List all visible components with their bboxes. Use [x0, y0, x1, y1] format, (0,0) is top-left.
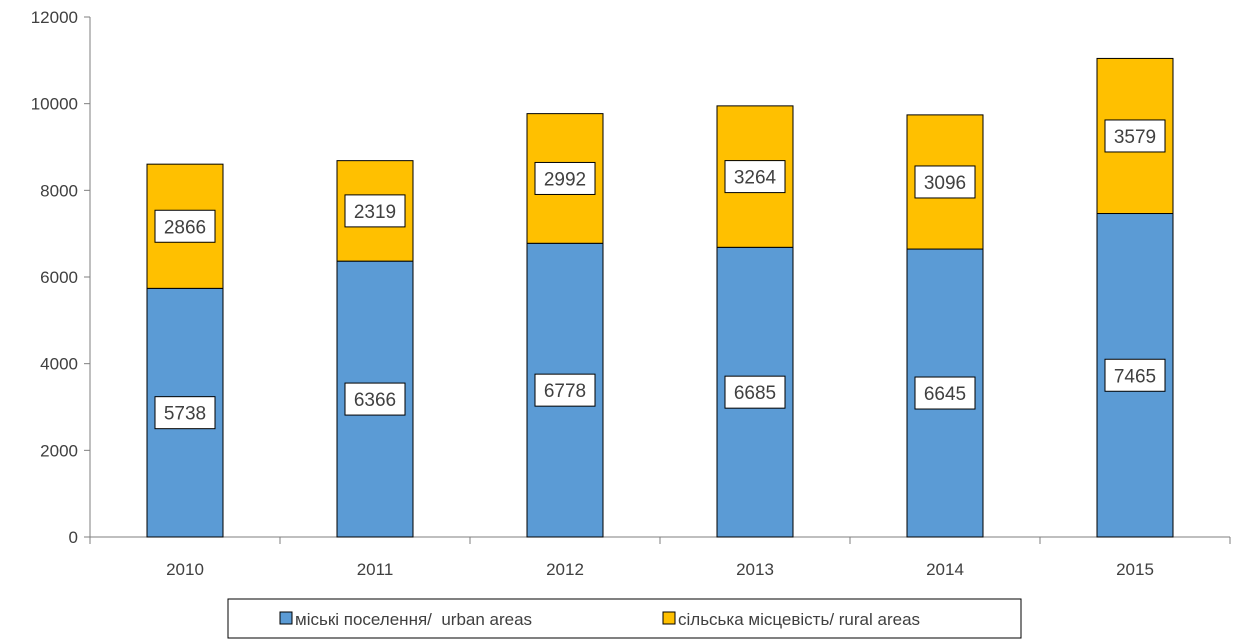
data-label: 3579 — [1114, 127, 1156, 148]
y-axis: 0 2000 4000 6000 8000 10000 12000 — [31, 8, 91, 547]
data-label-box — [534, 373, 596, 407]
data-label: 7465 — [1114, 366, 1156, 387]
data-label-box — [154, 209, 216, 243]
y-tick-label: 10000 — [31, 95, 78, 114]
data-label-box — [344, 194, 406, 228]
data-label-box — [1104, 358, 1166, 392]
data-label-box — [914, 376, 976, 410]
x-tick-label: 2013 — [736, 560, 774, 579]
data-label: 6778 — [544, 381, 586, 402]
data-label-box — [1104, 119, 1166, 153]
legend: міські поселення/ urban areas сільська мі… — [227, 598, 1022, 639]
y-tick-label: 12000 — [31, 8, 78, 27]
y-tick-label: 0 — [69, 528, 78, 547]
data-label: 2992 — [544, 169, 586, 190]
x-tick-label: 2011 — [357, 560, 394, 579]
data-label: 6366 — [354, 390, 396, 411]
data-label: 5738 — [164, 404, 206, 425]
x-tick-label: 2014 — [926, 560, 964, 579]
data-label: 3096 — [924, 173, 966, 194]
legend-label-rural: сільська місцевість/ rural areas — [678, 610, 920, 629]
x-tick-label: 2015 — [1116, 560, 1154, 579]
data-label: 6645 — [924, 384, 966, 405]
bars — [146, 57, 1174, 538]
data-label-box — [154, 396, 216, 430]
x-axis: 2010 2011 2012 2013 2014 2015 — [89, 536, 1231, 579]
legend-swatch-rural — [662, 611, 676, 625]
data-label: 2866 — [164, 217, 206, 238]
data-label-box — [534, 161, 596, 195]
data-label-box — [724, 375, 786, 409]
y-tick-label: 8000 — [40, 181, 78, 200]
data-label: 2319 — [354, 202, 396, 223]
data-label-box — [914, 165, 976, 199]
legend-label-urban: міські поселення/ urban areas — [295, 610, 532, 629]
legend-swatch-urban — [279, 611, 293, 625]
data-label: 3264 — [734, 168, 777, 189]
x-tick-label: 2010 — [166, 560, 204, 579]
y-tick-label: 2000 — [40, 441, 78, 460]
y-tick-label: 6000 — [40, 268, 78, 287]
data-label-box — [724, 160, 786, 194]
data-labels: 5738 2866 6366 2319 6778 2992 6685 3264 6645 3096… — [154, 119, 1166, 430]
legend-box — [227, 598, 1022, 639]
data-label-box — [344, 382, 406, 416]
y-tick-label: 4000 — [40, 355, 78, 374]
data-label: 6685 — [734, 383, 776, 404]
x-tick-label: 2012 — [546, 560, 584, 579]
